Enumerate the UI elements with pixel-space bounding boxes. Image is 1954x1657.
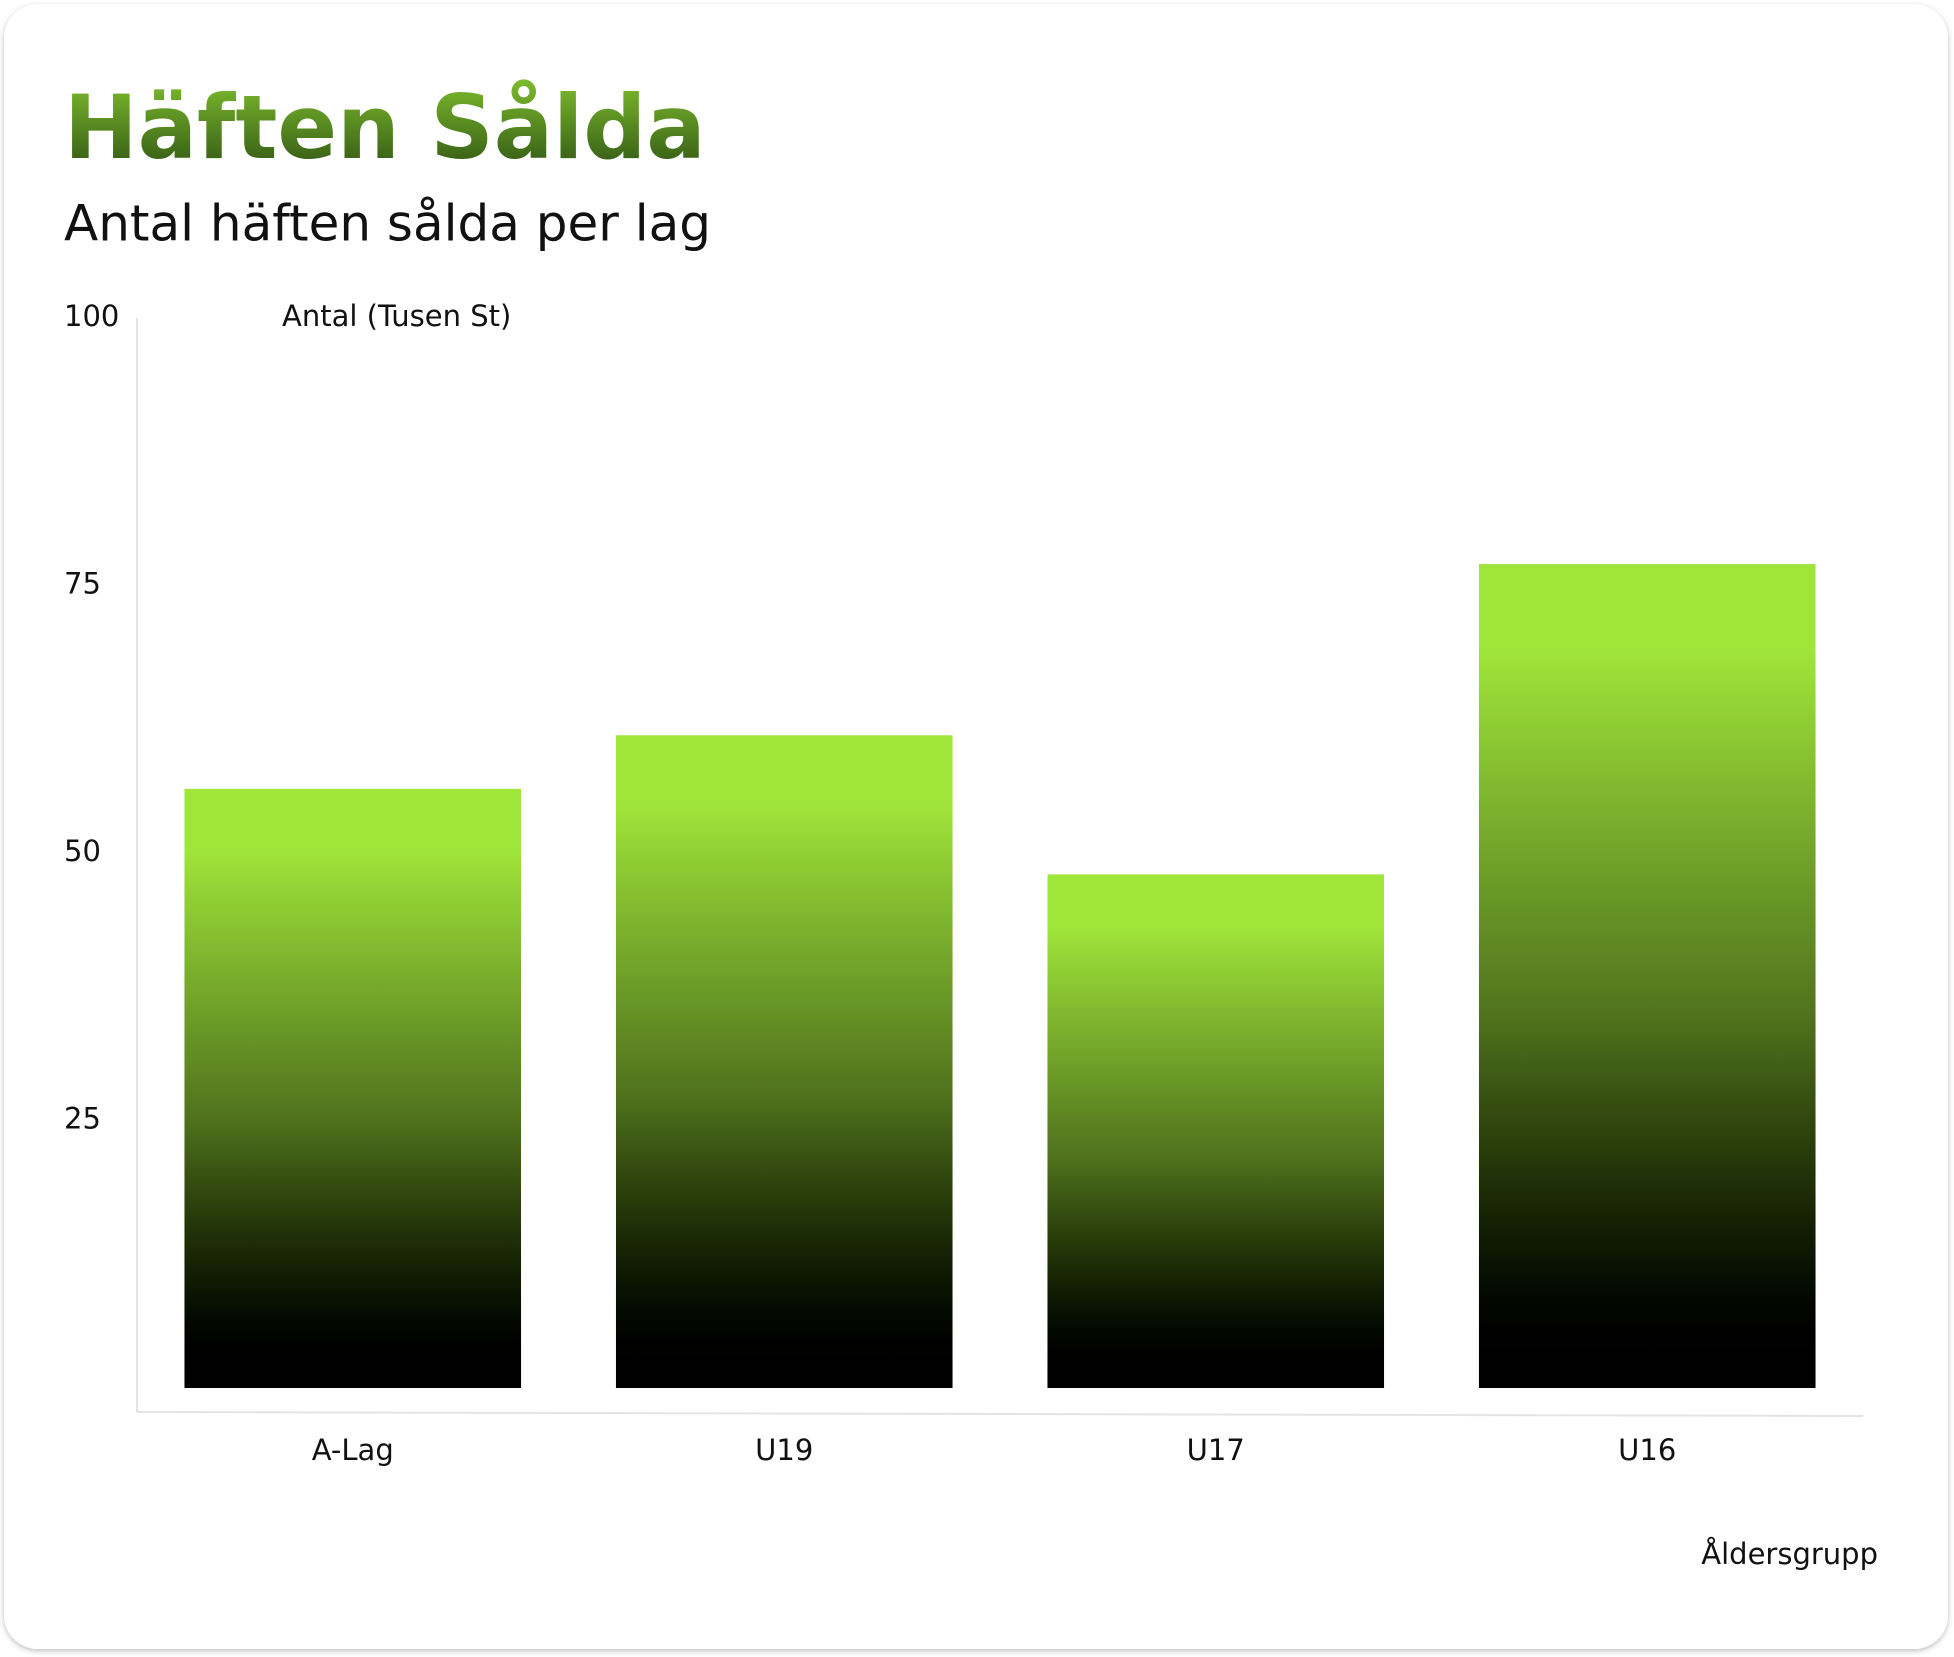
y-tick-label: 100 [64,299,119,333]
bar [615,735,953,1388]
chart-title: Häften Sålda [64,76,706,179]
x-tick-label: U17 [1187,1433,1245,1467]
bar [1047,874,1385,1388]
x-axis-line [136,1411,1864,1417]
bar [184,788,522,1388]
x-tick-label: U16 [1618,1433,1676,1467]
bar [1478,564,1816,1388]
y-tick-label: 75 [64,567,101,601]
y-axis-label: Antal (Tusen St) [282,299,511,333]
y-tick-label: 50 [64,834,101,868]
chart-subtitle: Antal häften sålda per lag [64,195,711,253]
x-tick-label: U19 [755,1433,813,1467]
x-axis-label: Åldersgrupp [1701,1537,1878,1571]
y-tick-label: 25 [64,1102,101,1136]
x-tick-label: A-Lag [312,1433,394,1467]
